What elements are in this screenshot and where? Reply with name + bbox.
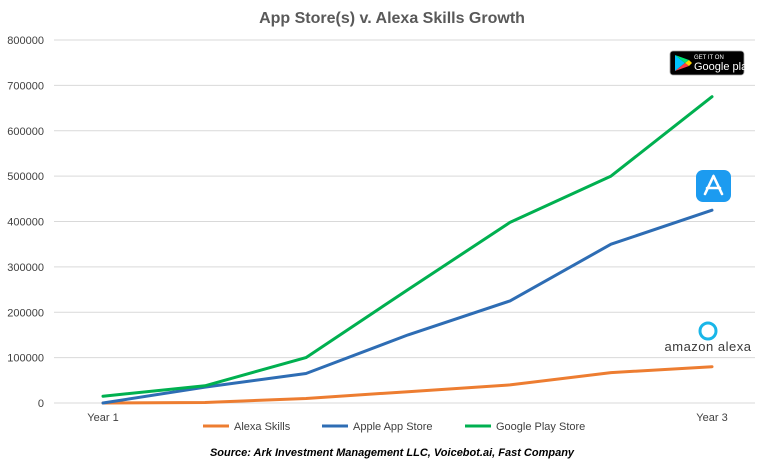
google-play-small-text: GET IT ON — [694, 55, 724, 61]
source-note: Source: Ark Investment Management LLC, V… — [210, 447, 575, 459]
series-lines — [101, 95, 714, 405]
y-axis-tick-labels: 0 100000 200000 300000 400000 500000 600000 700… — [7, 35, 44, 410]
google-play-icon — [675, 55, 692, 71]
gridlines — [54, 39, 755, 404]
y-tick-label: 100000 — [7, 353, 44, 365]
legend-label: Alexa Skills — [234, 421, 291, 433]
series-line-alexa-skills — [101, 365, 714, 405]
y-tick-label: 300000 — [7, 262, 44, 274]
google-play-big-text: Google play — [694, 61, 753, 73]
y-tick-label: 0 — [38, 398, 44, 410]
x-tick-label: Year 1 — [87, 412, 118, 424]
y-tick-label: 800000 — [7, 35, 44, 47]
chart-title: App Store(s) v. Alexa Skills Growth — [259, 10, 525, 27]
y-tick-label: 700000 — [7, 80, 44, 92]
legend: Alexa Skills Apple App Store Google Play S… — [203, 421, 585, 433]
series-line-google-play-store — [101, 95, 714, 398]
series-line-apple-app-store — [101, 208, 714, 405]
y-tick-label: 200000 — [7, 307, 44, 319]
legend-label: Apple App Store — [353, 421, 433, 433]
google-play-badge: GET IT ON Google play — [669, 50, 753, 76]
x-tick-label: Year 3 — [696, 412, 727, 424]
alexa-ring-icon — [698, 321, 718, 341]
legend-label: Google Play Store — [496, 421, 585, 433]
y-tick-label: 600000 — [7, 126, 44, 138]
amazon-alexa-text: amazon alexa — [665, 339, 752, 354]
x-axis-tick-labels: Year 1 Year 3 — [87, 412, 727, 424]
y-tick-label: 500000 — [7, 171, 44, 183]
amazon-alexa-logo: amazon alexa — [665, 321, 752, 354]
app-store-icon — [696, 170, 731, 202]
y-tick-label: 400000 — [7, 217, 44, 229]
